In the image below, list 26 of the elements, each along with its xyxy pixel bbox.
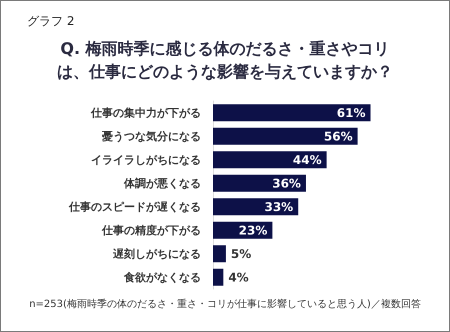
text: グラフ 2 (27, 13, 74, 30)
data-label: 44% (292, 152, 322, 167)
y-tick-label: イライラしがちになる (91, 153, 201, 166)
bar (213, 268, 224, 286)
y-tick-label: 仕事のスピードが遅くなる (68, 200, 201, 214)
y-tick-label: 仕事の精度が下がる (101, 224, 201, 237)
y-tick-label: 憂うつな気分になる (102, 130, 201, 143)
y-tick-label: 遅刻しがちになる (112, 247, 201, 260)
y-tick-label: 食欲がなくなる (123, 270, 201, 284)
y-tick-label: 仕事の集中力が下がる (90, 106, 201, 120)
data-label: 61% (336, 106, 366, 120)
chart-subtitle: Q. 梅雨時季に感じる体のだるさ・重さやコリは、仕事にどのような影響を与えていますか？ (56, 38, 394, 83)
data-label: 33% (264, 200, 294, 214)
data-label: 36% (272, 176, 301, 190)
text: n=253(梅雨時季の体のだるさ・重さ・コリが仕事に影響していると思う人)／複数回答 (28, 298, 422, 311)
data-label: 56% (324, 129, 353, 144)
data-label: 5% (230, 246, 252, 261)
bar (213, 128, 358, 145)
bar (213, 174, 306, 192)
y-tick-label: 体調が悪くなる (123, 176, 201, 190)
data-label: 4% (228, 270, 249, 284)
bar (213, 104, 371, 122)
bar (213, 151, 327, 168)
bar (213, 198, 298, 216)
data-label: 23% (238, 223, 268, 238)
bar (213, 245, 226, 262)
